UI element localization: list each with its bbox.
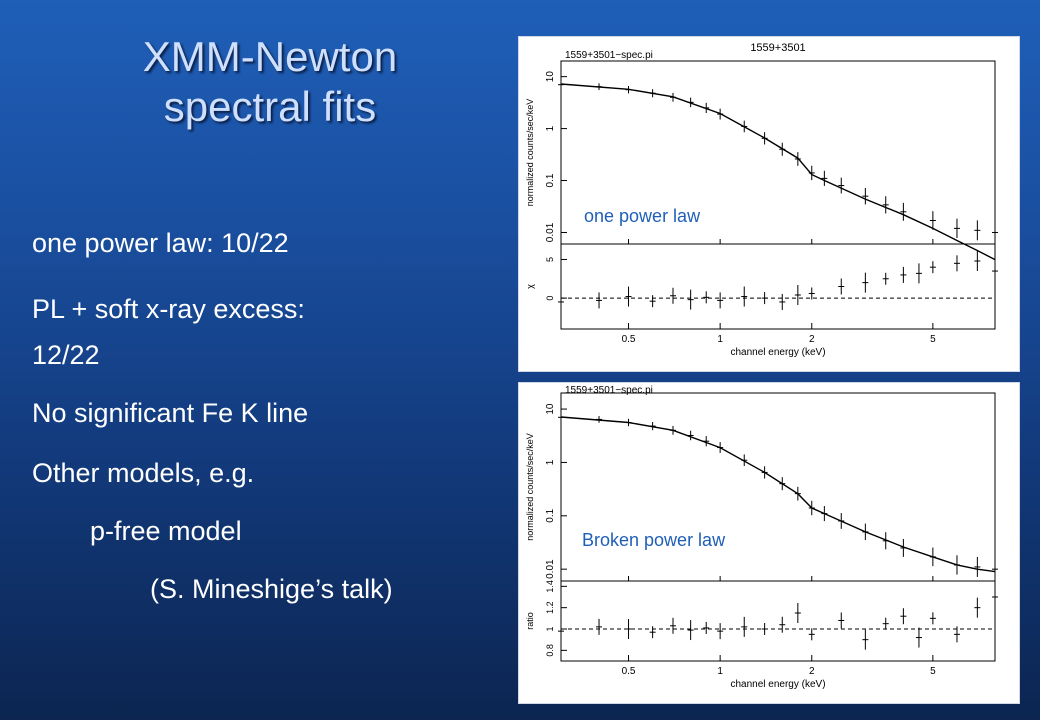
lower-panel-frame (560, 243, 996, 330)
upper-y-tick-label: 10 (545, 403, 556, 415)
bullet-other-models: Other models, e.g. (32, 458, 255, 488)
overlay-label-broken-power-law: Broken power law (582, 530, 726, 550)
chart-top-title: 1559+3501 (750, 42, 805, 54)
upper-panel-frame (560, 392, 996, 582)
bullet-mineshige-talk: (S. Mineshige’s talk) (150, 574, 393, 604)
x-axis-label: channel energy (keV) (730, 679, 825, 690)
upper-model-line (560, 83, 996, 261)
bullet-pl-soft-excess: PL + soft x-ray excess: (32, 294, 305, 324)
upper-y-tick-label: 0.01 (545, 222, 556, 242)
x-tick-label: 5 (930, 666, 936, 677)
slide-title: XMM-Newton spectral fits (60, 32, 480, 132)
title-line-2: spectral fits (163, 83, 377, 130)
x-tick-label: 2 (809, 666, 815, 677)
lower-y-tick-label: 1.4 (545, 580, 555, 593)
bullet-one-power-law: one power law: 10/22 (32, 228, 289, 258)
lower-panel-frame (560, 580, 996, 662)
lower-y-tick-label: 0.8 (545, 644, 555, 657)
lower-y-axis-label: ratio (525, 612, 535, 630)
x-tick-label: 2 (809, 334, 815, 345)
upper-y-tick-label: 1 (545, 125, 556, 131)
upper-y-tick-label: 0.1 (545, 173, 556, 187)
upper-y-tick-label: 0.01 (545, 559, 556, 579)
lower-y-tick-label: 5 (545, 257, 555, 262)
chart-file-label: 1559+3501−spec.pi (565, 385, 653, 396)
x-axis-label: channel energy (keV) (730, 347, 825, 358)
lower-y-axis-label: χ (525, 284, 535, 289)
broken-power-law-spectrum-chart: 1559+3501−spec.pi 10 1 0.1 0.01 normalized co… (525, 385, 998, 690)
bullet-p-free-model: p-free model (90, 516, 242, 546)
lower-y-tick-label: 0 (545, 296, 555, 301)
upper-y-tick-label: 10 (545, 71, 556, 83)
chart-panel-broken-power-law: 1559+3501−spec.pi 10 1 0.1 0.01 normalized co… (518, 382, 1020, 704)
x-tick-label: 0.5 (622, 334, 636, 345)
x-tick-label: 0.5 (622, 666, 636, 677)
bullet-fe-k-line: No significant Fe K line (32, 398, 309, 428)
x-tick-label: 1 (717, 334, 723, 345)
upper-y-axis-label: normalized counts/sec/keV (525, 99, 535, 207)
upper-y-tick-label: 0.1 (545, 508, 556, 522)
upper-y-tick-label: 1 (545, 459, 556, 465)
chart-file-label: 1559+3501−spec.pi (565, 50, 653, 61)
power-law-spectrum-chart: 1559+35011559+3501−spec.pi1010.10.01norm… (525, 42, 998, 358)
lower-y-tick-label: 1 (545, 626, 555, 631)
overlay-label-power-law: one power law (584, 206, 701, 226)
lower-y-tick-label: 1.2 (545, 601, 555, 614)
upper-y-axis-label: normalized counts/sec/keV (525, 433, 535, 541)
chart-panel-power-law: 1559+3501 1559+3501−spec.pi 10 1 0.1 0.01 norm… (518, 36, 1020, 372)
bullet-pl-soft-excess-count: 12/22 (32, 340, 100, 370)
x-tick-label: 5 (930, 334, 936, 345)
title-line-1: XMM-Newton (142, 33, 398, 80)
upper-model-line (560, 416, 996, 573)
x-tick-label: 1 (717, 666, 723, 677)
